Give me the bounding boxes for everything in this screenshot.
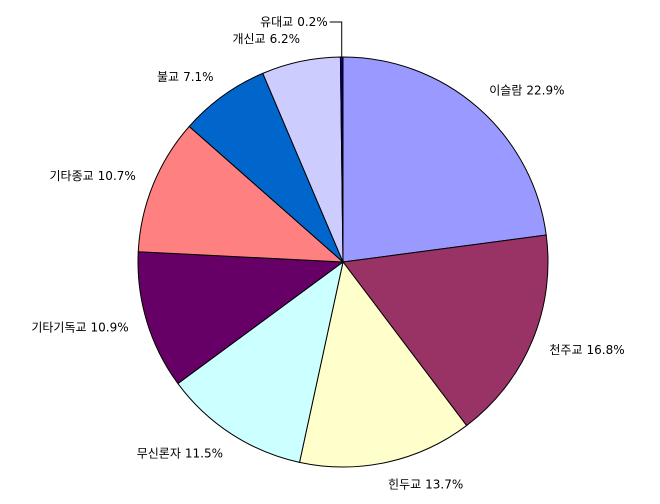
slice-name: 기타기독교 — [31, 320, 86, 334]
pie-slice — [342, 234, 549, 427]
slice-value: 10.7% — [98, 169, 136, 183]
slice-label: 기타기독교 10.9% — [31, 320, 128, 334]
slice-value: 11.5% — [185, 446, 223, 460]
slice-label: 불교 7.1% — [157, 70, 214, 84]
pie-slice — [342, 56, 547, 263]
slice-name: 개신교 — [232, 31, 265, 45]
slice-label: 기타종교 10.7% — [50, 169, 136, 183]
slice-name: 불교 — [157, 70, 179, 84]
pie-slice — [137, 125, 345, 263]
slice-value: 0.2% — [297, 15, 328, 29]
slice-label: 유대교 0.2% — [260, 15, 328, 29]
slice-label: 무신론자 11.5% — [137, 446, 223, 460]
pie-slice — [298, 260, 468, 468]
slice-value: 10.9% — [91, 320, 129, 334]
slice-value: 22.9% — [526, 83, 564, 97]
slice-name: 기타종교 — [50, 169, 94, 183]
slice-value: 13.7% — [425, 477, 463, 491]
slice-name: 힌두교 — [388, 477, 421, 491]
pie-slice — [339, 56, 344, 263]
slice-value: 16.8% — [586, 342, 624, 356]
slice-name: 유대교 — [260, 15, 293, 29]
slice-name: 이슬람 — [489, 83, 522, 97]
slice-value: 6.2% — [270, 31, 301, 45]
slice-label: 이슬람 22.9% — [489, 83, 564, 97]
slice-label: 천주교 16.8% — [549, 341, 624, 356]
slice-name: 무신론자 — [137, 446, 181, 460]
slice-value: 7.1% — [183, 70, 214, 84]
leader-line — [329, 21, 343, 58]
slice-label: 힌두교 13.7% — [388, 477, 463, 491]
slice-label: 개신교 6.2% — [232, 31, 300, 45]
pie-slice — [137, 251, 345, 385]
slice-name: 천주교 — [549, 341, 582, 356]
pie-slice — [177, 260, 344, 463]
